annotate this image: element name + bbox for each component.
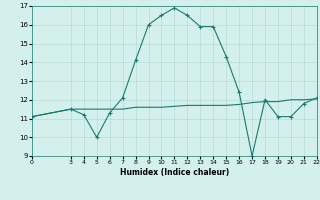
X-axis label: Humidex (Indice chaleur): Humidex (Indice chaleur) — [120, 168, 229, 177]
